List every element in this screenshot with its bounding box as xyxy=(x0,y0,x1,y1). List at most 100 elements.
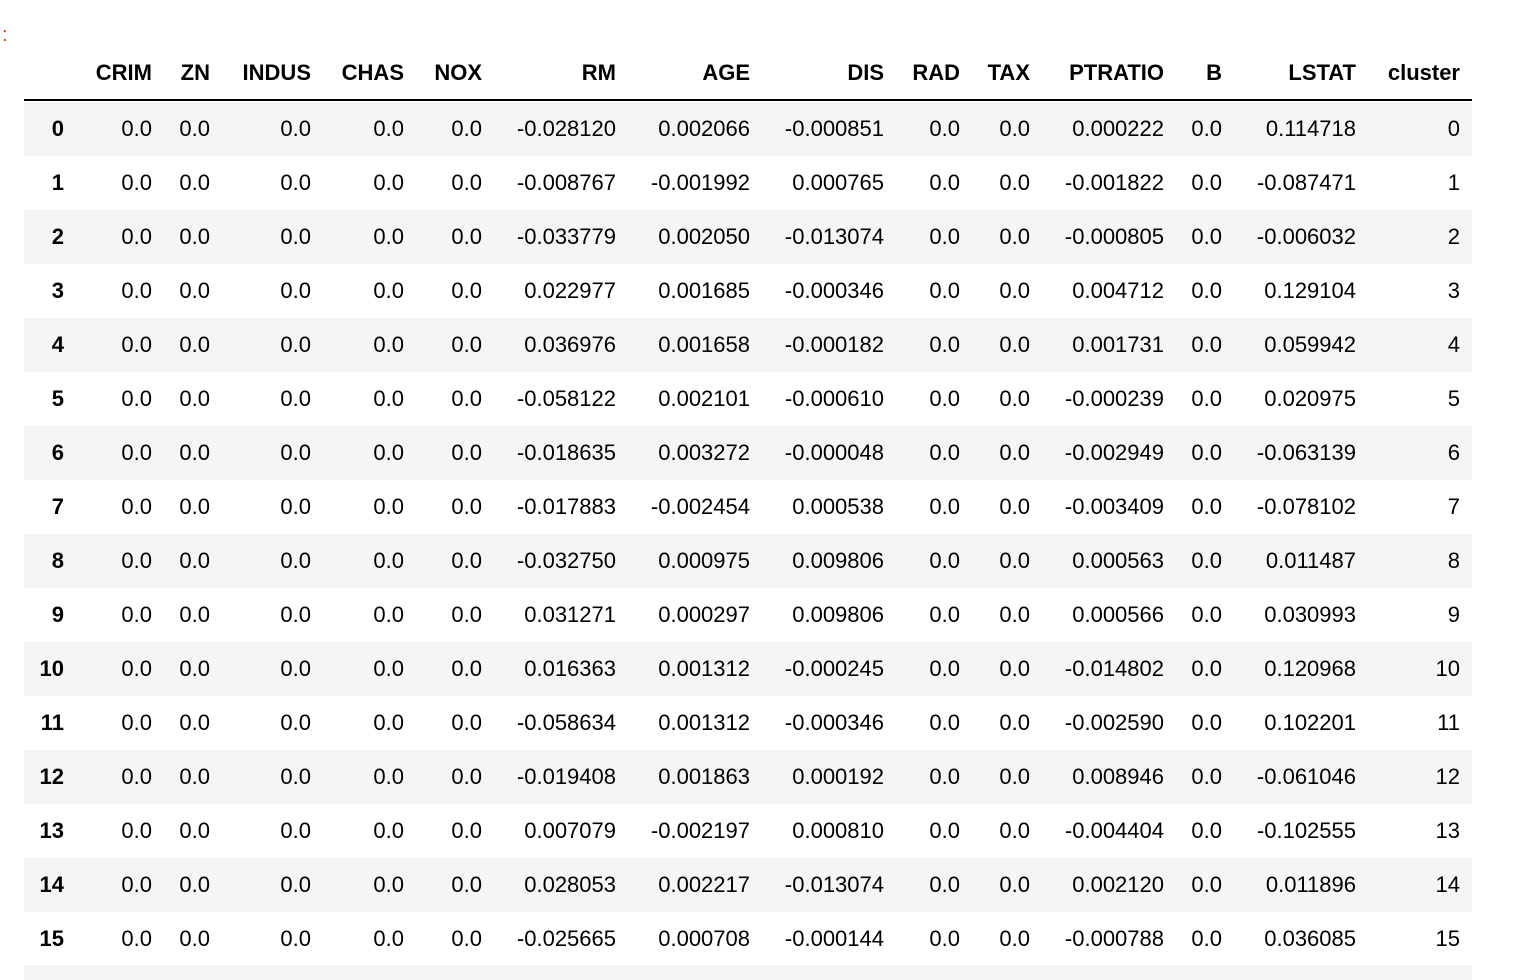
table-cell: 0.0 xyxy=(929,764,960,789)
table-cell: 0.0 xyxy=(280,332,311,357)
table-cell: 0.0 xyxy=(121,764,152,789)
table-cell: 0.0 xyxy=(280,710,311,735)
table-cell: 0.0 xyxy=(373,872,404,897)
table-cell: 0.0 xyxy=(1191,494,1222,519)
table-cell: 0.0 xyxy=(373,170,404,195)
table-cell: -0.018635 xyxy=(516,440,616,465)
table-cell: 0.000566 xyxy=(1072,602,1164,627)
table-cell: 0.0 xyxy=(280,818,311,843)
table-cell: 0.000765 xyxy=(792,170,884,195)
table-cell: 0.001863 xyxy=(658,764,750,789)
table-cell: 0.003272 xyxy=(658,440,750,465)
column-header: ZN xyxy=(180,60,210,85)
row-index: 15 xyxy=(39,926,64,951)
column-header: cluster xyxy=(1387,60,1460,85)
table-cell: 0.0 xyxy=(999,332,1030,357)
table-cell: 0.022977 xyxy=(524,278,616,303)
table-cell: 0.0 xyxy=(1191,710,1222,735)
table-cell: 0.0 xyxy=(1191,656,1222,681)
table-cell: 0.036976 xyxy=(524,332,616,357)
table-cell: -0.078102 xyxy=(1256,494,1356,519)
table-cell: 0.0 xyxy=(1191,872,1222,897)
table-cell: 0.0 xyxy=(121,656,152,681)
table-cell: 0.0 xyxy=(121,926,152,951)
table-cell: 0.0 xyxy=(373,548,404,573)
table-cell: 3 xyxy=(1447,278,1460,303)
table-cell: 0.0 xyxy=(1191,332,1222,357)
table-cell: 0.0 xyxy=(999,440,1030,465)
table-cell: 0.0 xyxy=(373,818,404,843)
table-cell: 0.0 xyxy=(280,764,311,789)
table-cell: 9 xyxy=(1447,602,1460,627)
row-stripe xyxy=(24,318,1472,372)
column-header: CRIM xyxy=(95,60,152,85)
table-cell: 4 xyxy=(1447,332,1460,357)
table-cell: 0.0 xyxy=(1191,116,1222,141)
table-cell: 0.0 xyxy=(999,710,1030,735)
table-cell: 0.008946 xyxy=(1072,764,1164,789)
table-cell: 0.0 xyxy=(999,872,1030,897)
table-cell: 0.000563 xyxy=(1072,548,1164,573)
table-cell: 0.0 xyxy=(280,386,311,411)
table-cell: 0.0 xyxy=(451,332,482,357)
table-cell: -0.000144 xyxy=(784,926,884,951)
table-cell: 0.002217 xyxy=(658,872,750,897)
table-cell: 7 xyxy=(1447,494,1460,519)
table-cell: 0.0 xyxy=(999,170,1030,195)
row-index: 8 xyxy=(51,548,64,573)
table-cell: -0.033779 xyxy=(516,224,616,249)
table-cell: 0.120968 xyxy=(1264,656,1356,681)
table-cell: 0.000538 xyxy=(792,494,884,519)
table-cell: 0.0 xyxy=(373,386,404,411)
table-cell: 0.0 xyxy=(929,494,960,519)
column-header: B xyxy=(1206,60,1222,85)
table-cell: 0.0 xyxy=(1191,170,1222,195)
table-cell: 0.0 xyxy=(179,440,210,465)
table-cell: 0.004712 xyxy=(1072,278,1164,303)
table-cell: 0.0 xyxy=(999,116,1030,141)
table-cell: 0.0 xyxy=(280,440,311,465)
table-cell: 0.0 xyxy=(121,548,152,573)
row-index: 3 xyxy=(51,278,64,303)
table-cell: 0.0 xyxy=(929,170,960,195)
table-cell: 0.000810 xyxy=(792,818,884,843)
table-cell: 0.0 xyxy=(929,602,960,627)
table-cell: 0.0 xyxy=(451,818,482,843)
column-header: AGE xyxy=(702,60,750,85)
table-cell: -0.063139 xyxy=(1256,440,1356,465)
table-cell: 0.0 xyxy=(999,278,1030,303)
table-cell: 0.0 xyxy=(929,926,960,951)
table-cell: 0.0 xyxy=(280,926,311,951)
table-cell: 0.0 xyxy=(179,170,210,195)
table-cell: -0.003409 xyxy=(1064,494,1164,519)
table-cell: 0.129104 xyxy=(1264,278,1356,303)
table-cell: 0.028053 xyxy=(524,872,616,897)
table-cell: 0.0 xyxy=(451,278,482,303)
table-cell: 0.000708 xyxy=(658,926,750,951)
table-cell: -0.013074 xyxy=(784,224,884,249)
column-header: INDUS xyxy=(242,60,311,85)
table-cell: -0.002590 xyxy=(1064,710,1164,735)
table-cell: 0.000222 xyxy=(1072,116,1164,141)
row-stripe xyxy=(24,965,1472,980)
table-cell: 0.0 xyxy=(451,710,482,735)
table-cell: 0.0 xyxy=(121,710,152,735)
table-cell: 0.0 xyxy=(929,224,960,249)
table-cell: 0.0 xyxy=(280,224,311,249)
table-cell: 0.0 xyxy=(280,116,311,141)
table-cell: 0.0 xyxy=(179,116,210,141)
table-cell: 0.0 xyxy=(451,224,482,249)
table-cell: 0.0 xyxy=(121,440,152,465)
table-cell: 0.0 xyxy=(929,278,960,303)
table-cell: 0.0 xyxy=(121,278,152,303)
column-header: PTRATIO xyxy=(1069,60,1164,85)
table-cell: 0.0 xyxy=(1191,278,1222,303)
row-stripe xyxy=(24,858,1472,912)
table-cell: 0.0 xyxy=(280,656,311,681)
table-cell: 0.0 xyxy=(179,926,210,951)
table-cell: 0.0 xyxy=(121,602,152,627)
table-cell: -0.006032 xyxy=(1256,224,1356,249)
table-cell: 0.0 xyxy=(1191,818,1222,843)
table-cell: 5 xyxy=(1447,386,1460,411)
